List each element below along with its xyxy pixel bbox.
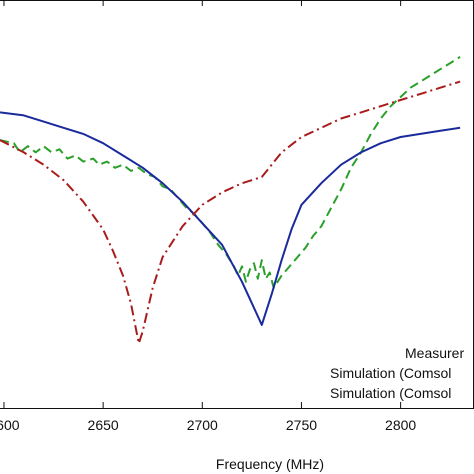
series-measured-line — [0, 56, 461, 289]
legend-entry-simulation-2: Simulation (Comsol — [330, 385, 451, 401]
x-tick-label: 2800 — [385, 417, 416, 433]
x-ticks — [3, 0, 402, 408]
legend-entry-measured: Measurer — [405, 345, 464, 361]
legend-entry-simulation-1: Simulation (Comsol — [330, 365, 451, 381]
legend: Measurer Simulation (Comsol Simulation (… — [330, 345, 464, 401]
x-axis-label: Frequency (MHz) — [216, 456, 324, 472]
x-tick-label: 2650 — [88, 417, 119, 433]
series-layer — [0, 56, 461, 345]
series-simulation-1-line — [0, 111, 461, 326]
x-tick-label: 2600 — [0, 417, 20, 433]
series-simulation-2-line — [0, 80, 461, 345]
x-tick-label: 2700 — [187, 417, 218, 433]
x-tick-label: 2750 — [286, 417, 317, 433]
x-tick-labels: 2600 2650 2700 2750 2800 — [0, 417, 416, 433]
